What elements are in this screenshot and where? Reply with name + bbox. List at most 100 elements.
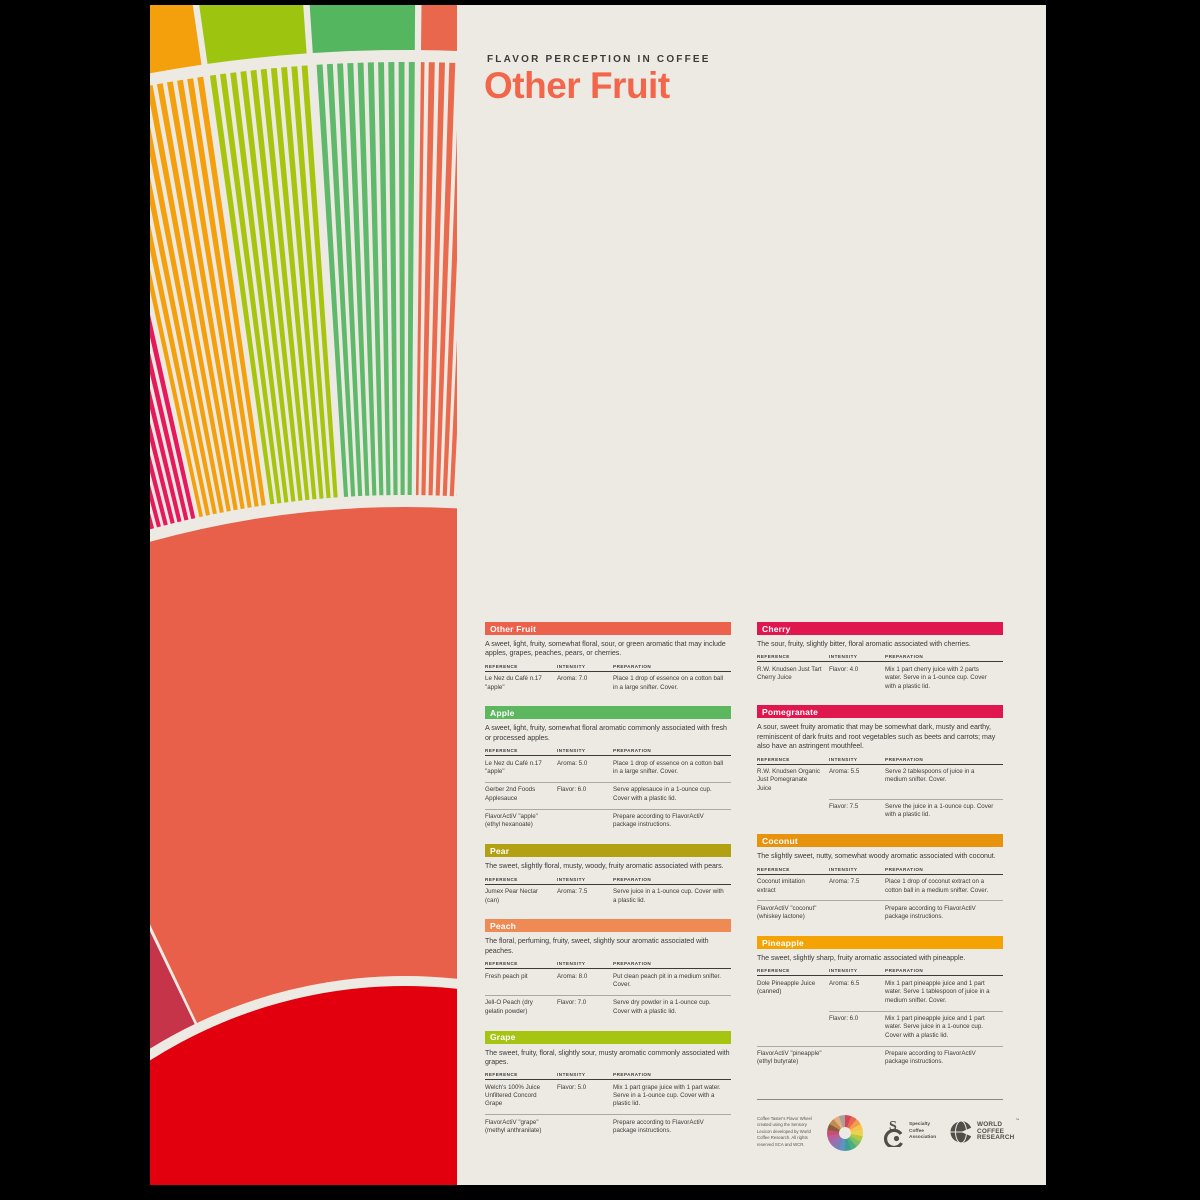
wheel-stripe (407, 61, 415, 495)
preparation-cell: Mix 1 part pineapple juice and 1 part wa… (885, 979, 990, 1004)
table-header-row: REFERENCE INTENSITY PREPARATION (757, 867, 1003, 875)
table-row: Gerber 2nd Foods Applesauce Flavor: 6.0 … (485, 781, 731, 809)
sca-logo-text: Specialty Coffee Association (909, 1122, 937, 1141)
wheel-stripe (421, 62, 435, 496)
wheel-stripe (301, 65, 338, 498)
intensity-cell: Aroma: 7.5 (829, 878, 860, 886)
intensity-cell (557, 1114, 613, 1141)
preparation-cell: Mix 1 part cherry juice with 2 parts wat… (885, 665, 987, 690)
reference-cell: FlavorActiV "grape" (methyl anthranilate… (485, 1114, 557, 1141)
section-pomegranate: Pomegranate A sour, sweet fruity aromati… (757, 705, 1003, 825)
left-column: Other Fruit A sweet, light, fruity, some… (485, 622, 731, 1150)
wheel-stripe (281, 67, 324, 499)
table-body: Le Nez du Café n.17 "apple" Aroma: 5.0 P… (485, 756, 731, 835)
table-row: FlavorActiV "pineapple" (ethyl butyrate)… (757, 1045, 1003, 1073)
wheel-stripe (230, 72, 289, 503)
wheel-stripe (177, 79, 252, 508)
reference-cell: Jumex Pear Nectar (can) (485, 888, 538, 904)
preparation-cell: Place 1 drop of essence on a cotton ball… (613, 675, 724, 691)
section-header-bar: Cherry (757, 622, 1003, 635)
wheel-stripe (357, 62, 377, 496)
table-row: FlavorActiV "coconut" (whiskey lactone) … (757, 900, 1003, 927)
column-header-preparation: PREPARATION (885, 866, 924, 872)
section-apple: Apple A sweet, light, fruity, somewhat f… (485, 706, 731, 835)
section-label: Grape (490, 1032, 516, 1043)
table-row: Coconut imitation extract Aroma: 7.5 Pla… (757, 875, 1003, 901)
section-other-fruit: Other Fruit A sweet, light, fruity, some… (485, 622, 731, 697)
wheel-stripe (388, 62, 398, 496)
preparation-cell: Place 1 drop of essence on a cotton ball… (613, 759, 724, 776)
right-column: Cherry The sour, fruity, slightly bitter… (757, 622, 1003, 1081)
reference-cell: FlavorActiV "pineapple" (ethyl butyrate) (757, 1045, 829, 1073)
reference-cell: Gerber 2nd Foods Applesauce (485, 781, 557, 809)
table-body: Coconut imitation extract Aroma: 7.5 Pla… (757, 875, 1003, 927)
column-header-reference: REFERENCE (757, 756, 790, 762)
wheel-stripe (398, 61, 405, 496)
wheel-fruity-arc (150, 507, 457, 1023)
table-row: Dole Pineapple Juice (canned) Aroma: 6.5… (757, 976, 1003, 1010)
wheel-stripe (209, 74, 275, 505)
column-header-intensity: INTENSITY (829, 968, 858, 974)
table-row: FlavorActiV "apple" (ethyl hexanoate) Pr… (485, 808, 731, 836)
column-header-preparation: PREPARATION (613, 876, 652, 882)
intensity-cell: Flavor: 6.0 (829, 1010, 885, 1046)
table-body: Jumex Pear Nectar (can) Aroma: 7.5 Serve… (485, 885, 731, 911)
table-header-row: REFERENCE INTENSITY PREPARATION (757, 968, 1003, 977)
column-header-preparation: PREPARATION (613, 961, 652, 967)
flavor-wheel-logo-icon (827, 1115, 863, 1151)
section-header-bar: Peach (485, 919, 731, 933)
wheel-block (150, 5, 202, 74)
intensity-cell: Flavor: 7.5 (829, 798, 885, 826)
section-description: A sour, sweet fruity aromatic that may b… (757, 723, 996, 751)
column-header-reference: REFERENCE (485, 748, 518, 754)
wheel-block (421, 5, 457, 51)
section-header-bar: Other Fruit (485, 622, 731, 635)
section-pear: Pear The sweet, slightly floral, musty, … (485, 844, 731, 910)
reference-cell: FlavorActiV "coconut" (whiskey lactone) (757, 900, 829, 927)
section-description: The sweet, fruity, floral, slightly sour… (485, 1048, 730, 1066)
column-header-preparation: PREPARATION (885, 756, 924, 762)
column-header-reference: REFERENCE (485, 961, 518, 967)
intensity-cell: Flavor: 7.0 (557, 994, 613, 1022)
section-coconut: Coconut The slightly sweet, nutty, somew… (757, 834, 1003, 927)
column-header-reference: REFERENCE (485, 1072, 518, 1078)
column-header-intensity: INTENSITY (829, 654, 858, 660)
section-description: The sweet, slightly floral, musty, woody… (485, 862, 724, 871)
column-header-intensity: INTENSITY (557, 961, 586, 967)
wheel-stripe (150, 512, 155, 530)
page-title: Other Fruit (484, 65, 670, 106)
sca-mark-icon: S (883, 1119, 903, 1147)
table-row: Jumex Pear Nectar (can) Aroma: 7.5 Serve… (485, 885, 731, 911)
table-row: Le Nez du Café n.17 "apple" Aroma: 5.0 P… (485, 756, 731, 782)
preparation-cell: Serve the juice in a 1-ounce cup. Cover … (885, 798, 1003, 826)
section-grape: Grape The sweet, fruity, floral, slightl… (485, 1030, 731, 1142)
sca-logo: S Specialty Coffee Association (883, 1117, 936, 1147)
wheel-stripe (150, 85, 231, 512)
table-row: Fresh peach pit Aroma: 8.0 Put clean pea… (485, 969, 731, 995)
wheel-stripe (150, 352, 189, 521)
reference-cell: Jell-O Peach (dry gelatin powder) (485, 994, 557, 1022)
preparation-cell: Prepare according to FlavorActiV package… (885, 1045, 1003, 1073)
column-header-intensity: INTENSITY (829, 756, 858, 762)
table-row: Jell-O Peach (dry gelatin powder) Flavor… (485, 994, 731, 1022)
column-header-intensity: INTENSITY (557, 663, 586, 669)
table-header-row: REFERENCE INTENSITY PREPARATION (485, 961, 731, 970)
intensity-cell (829, 1045, 885, 1073)
wheel-stripe (291, 66, 331, 499)
table-row: R.W. Knudsen Just Tart Cherry Juice Flav… (757, 662, 1003, 696)
table-header-row: REFERENCE INTENSITY PREPARATION (485, 664, 731, 672)
section-header-bar: Pomegranate (757, 705, 1003, 719)
table-header-row: REFERENCE INTENSITY PREPARATION (485, 877, 731, 885)
reference-cell: Welch's 100% Juice Unfiltered Concord Gr… (485, 1083, 541, 1108)
reference-cell: R.W. Knudsen Just Tart Cherry Juice (757, 665, 822, 682)
wheel-stripe (150, 454, 168, 526)
section-header-bar: Grape (485, 1030, 731, 1044)
reference-cell: R.W. Knudsen Organic Just Pomegranate Ju… (757, 768, 820, 792)
wcr-globe-icon (949, 1120, 973, 1144)
reference-cell: Coconut imitation extract (757, 878, 805, 894)
section-description: The floral, perfuming, fruity, sweet, sl… (485, 937, 709, 955)
section-label: Pear (490, 845, 510, 856)
preparation-cell: Serve juice in a 1-ounce cup. Cover with… (613, 888, 724, 904)
poster: FLAVOR PERCEPTION IN COFFEE Other Fruit … (150, 5, 1046, 1185)
intensity-cell (557, 808, 613, 836)
